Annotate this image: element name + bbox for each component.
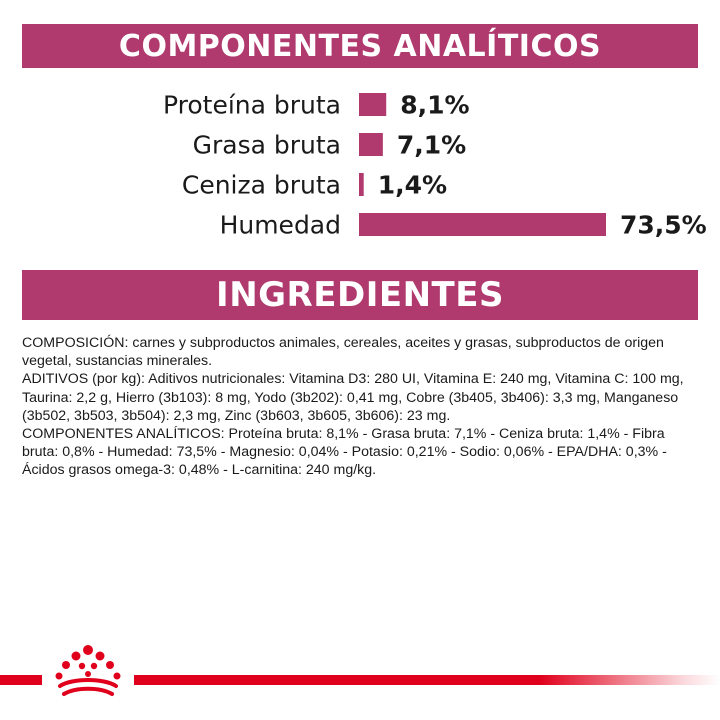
value-label: 73,5% [620,211,707,240]
value-label: 7,1% [397,131,466,160]
composition-bar-chart: Proteína bruta 8,1% Grasa bruta 7,1% Ceniza … [163,91,707,240]
footer-brand-line [0,675,720,685]
category-label: Humedad [220,211,341,240]
category-label: Proteína bruta [163,91,341,120]
bar [359,173,364,196]
bar [359,93,387,116]
crown-icon [42,638,134,706]
composition-paragraph: COMPOSICIÓN: carnes y subproductos anima… [22,335,664,370]
value-label: 1,4% [378,171,447,200]
ingredients-header: INGREDIENTES [22,270,698,320]
bar [359,213,606,236]
additives-paragraph: ADITIVOS (por kg): Aditivos nutricionale… [22,371,684,424]
bar [359,133,383,156]
components-header: COMPONENTES ANALÍTICOS [22,24,698,68]
category-label: Ceniza bruta [182,171,341,200]
value-label: 8,1% [400,91,469,120]
category-label: Grasa bruta [193,131,341,160]
analytical-paragraph: COMPONENTES ANALÍTICOS: Proteína bruta: … [22,426,667,479]
ingredients-text: COMPOSICIÓN: carnes y subproductos anima… [22,334,698,480]
